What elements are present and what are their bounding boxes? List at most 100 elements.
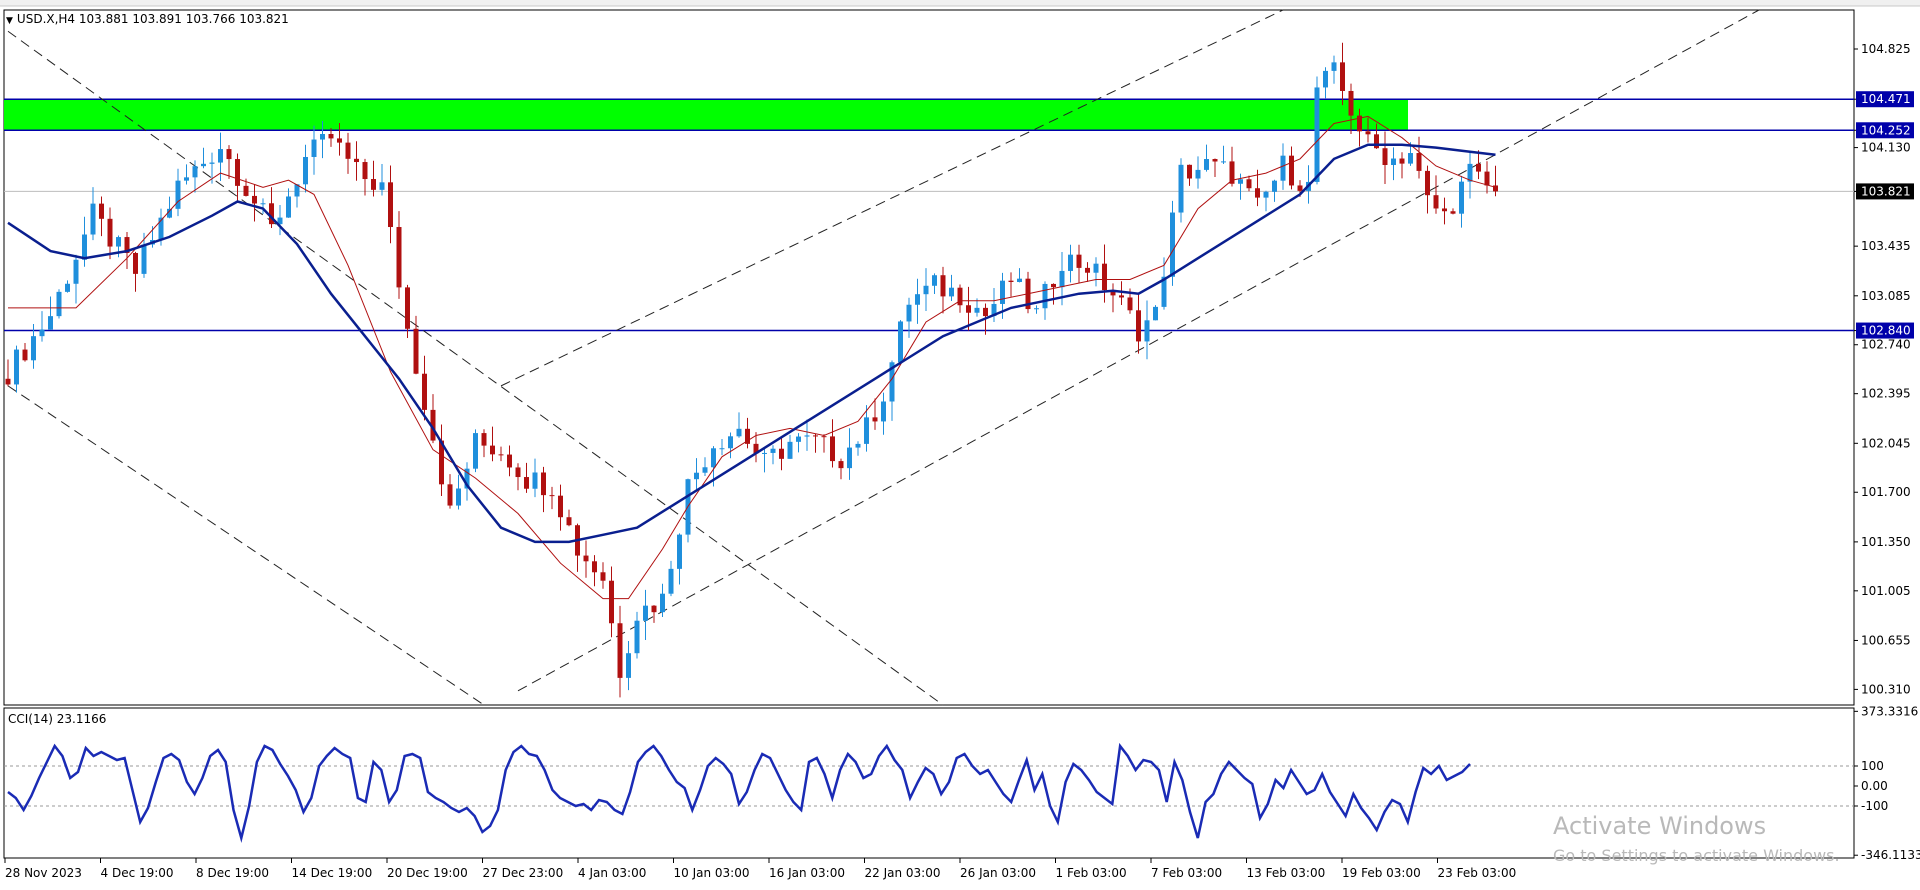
- candle-body[interactable]: [1374, 134, 1379, 149]
- candle-body[interactable]: [889, 362, 895, 402]
- candle-body[interactable]: [1433, 195, 1439, 209]
- candle-body[interactable]: [694, 472, 699, 480]
- candle-body[interactable]: [1119, 295, 1124, 298]
- candle-body[interactable]: [1221, 161, 1226, 163]
- candle-body[interactable]: [337, 138, 342, 143]
- candle-body[interactable]: [133, 252, 138, 274]
- candle-body[interactable]: [881, 401, 886, 422]
- candle-body[interactable]: [566, 517, 572, 526]
- candle-body[interactable]: [226, 149, 232, 160]
- candle-body[interactable]: [966, 305, 971, 313]
- candle-body[interactable]: [1357, 115, 1362, 132]
- candle-body[interactable]: [1153, 306, 1158, 321]
- candle-body[interactable]: [762, 452, 767, 454]
- candle-body[interactable]: [532, 472, 538, 489]
- candle-body[interactable]: [175, 180, 181, 209]
- candle-body[interactable]: [796, 436, 801, 442]
- channel-trend-line[interactable]: [7, 30, 944, 706]
- candle-body[interactable]: [1289, 155, 1294, 186]
- candle-body[interactable]: [1042, 283, 1048, 309]
- candle-body[interactable]: [388, 182, 393, 228]
- candle-body[interactable]: [1280, 155, 1286, 181]
- candle-body[interactable]: [1195, 169, 1201, 179]
- candle-body[interactable]: [14, 349, 19, 385]
- candle-body[interactable]: [116, 237, 121, 247]
- candle-body[interactable]: [515, 467, 521, 478]
- candle-body[interactable]: [320, 134, 325, 140]
- candle-body[interactable]: [209, 162, 215, 164]
- candle-body[interactable]: [1212, 159, 1218, 162]
- candle-body[interactable]: [634, 620, 640, 654]
- candle-body[interactable]: [711, 448, 716, 468]
- candle-body[interactable]: [396, 227, 402, 288]
- candle-body[interactable]: [583, 555, 589, 562]
- candle-body[interactable]: [345, 142, 351, 159]
- candle-body[interactable]: [549, 495, 555, 497]
- moving-average-slow[interactable]: [7, 143, 1496, 544]
- candle-body[interactable]: [141, 244, 147, 274]
- candle-body[interactable]: [898, 321, 903, 363]
- candle-body[interactable]: [107, 218, 113, 247]
- candle-body[interactable]: [957, 287, 963, 306]
- candle-body[interactable]: [524, 477, 529, 489]
- candle-body[interactable]: [48, 316, 53, 330]
- candle-body[interactable]: [1204, 159, 1209, 170]
- candle-body[interactable]: [1008, 280, 1014, 283]
- candle-body[interactable]: [218, 149, 223, 163]
- candle-body[interactable]: [736, 428, 742, 437]
- candle-body[interactable]: [821, 436, 827, 438]
- candle-body[interactable]: [192, 166, 198, 178]
- channel-trend-line[interactable]: [500, 9, 1284, 387]
- candle-body[interactable]: [949, 287, 954, 297]
- candle-body[interactable]: [1017, 278, 1022, 283]
- candle-body[interactable]: [626, 653, 631, 678]
- candle-body[interactable]: [1000, 280, 1005, 304]
- candle-body[interactable]: [915, 294, 920, 305]
- candle-body[interactable]: [541, 472, 546, 496]
- candle-body[interactable]: [422, 373, 427, 410]
- candle-body[interactable]: [1170, 212, 1175, 277]
- candle-body[interactable]: [660, 593, 665, 613]
- candle-body[interactable]: [787, 441, 793, 459]
- candle-body[interactable]: [1059, 270, 1065, 288]
- dropdown-triangle-icon[interactable]: ▼: [6, 16, 13, 26]
- candle-body[interactable]: [184, 177, 189, 181]
- cci-line[interactable]: [7, 742, 1471, 843]
- candle-body[interactable]: [804, 435, 810, 437]
- moving-average-fast[interactable]: [8, 115, 1496, 600]
- candle-body[interactable]: [1085, 267, 1090, 273]
- candle-body[interactable]: [753, 443, 759, 454]
- candle-body[interactable]: [82, 234, 87, 260]
- candle-body[interactable]: [1246, 179, 1252, 189]
- candle-body[interactable]: [974, 307, 980, 313]
- candle-body[interactable]: [464, 468, 470, 489]
- candle-body[interactable]: [1263, 191, 1269, 198]
- candle-body[interactable]: [5, 378, 11, 385]
- candle-body[interactable]: [1255, 188, 1260, 198]
- candle-body[interactable]: [728, 436, 733, 449]
- candle-body[interactable]: [600, 572, 606, 581]
- candle-body[interactable]: [158, 217, 164, 241]
- candle-body[interactable]: [617, 623, 623, 678]
- candle-body[interactable]: [1034, 308, 1039, 310]
- candle-body[interactable]: [167, 208, 172, 218]
- candle-body[interactable]: [1136, 310, 1141, 342]
- candle-body[interactable]: [1051, 283, 1056, 288]
- candle-body[interactable]: [847, 447, 852, 469]
- candle-body[interactable]: [1391, 158, 1396, 165]
- candle-body[interactable]: [447, 484, 453, 506]
- candle-body[interactable]: [940, 275, 946, 297]
- candle-body[interactable]: [252, 195, 257, 204]
- candle-body[interactable]: [1459, 181, 1464, 214]
- candle-body[interactable]: [277, 217, 283, 225]
- candle-body[interactable]: [507, 454, 512, 468]
- candle-body[interactable]: [1229, 161, 1235, 184]
- candle-body[interactable]: [1110, 290, 1116, 296]
- candle-body[interactable]: [1297, 185, 1303, 191]
- candle-body[interactable]: [1323, 70, 1328, 88]
- candle-body[interactable]: [294, 184, 300, 197]
- candle-body[interactable]: [1093, 263, 1099, 273]
- candle-body[interactable]: [923, 285, 929, 295]
- candle-body[interactable]: [243, 185, 249, 196]
- candle-body[interactable]: [1450, 211, 1456, 214]
